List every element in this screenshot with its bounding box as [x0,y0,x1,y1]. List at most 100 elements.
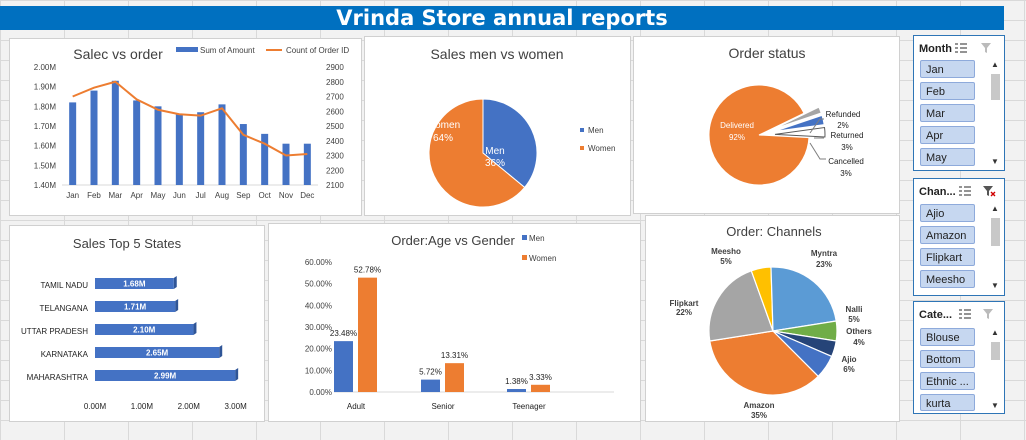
slicer-category[interactable]: Cate... Blouse Bottom Ethnic ... kurta ▲… [913,301,1005,414]
slicer-item[interactable]: Feb [920,82,975,100]
state-label: TELANGANA [40,304,89,313]
x-tick-label: Apr [130,191,143,200]
state-value-label: 1.71M [124,303,147,312]
y-tick-label: 1.90M [34,83,57,92]
slice-label-women: Women [426,120,460,131]
multi-select-icon[interactable] [958,308,972,320]
y-tick-label: 1.70M [34,122,57,131]
x-tick-label: Teenager [512,402,546,411]
scroll-down-icon[interactable]: ▼ [991,281,999,290]
slice-pct-myntra: 23% [816,260,832,269]
scroll-down-icon[interactable]: ▼ [991,157,999,166]
bar-women [445,363,464,392]
slicer-item[interactable]: Blouse [920,328,975,346]
clear-filter-icon[interactable] [982,308,996,320]
slicer-item[interactable]: Mar [920,104,975,122]
y2-tick-label: 2700 [326,93,344,102]
slicer-item[interactable]: Apr [920,126,975,144]
bar-sum-amount [69,102,77,185]
slicer-title: Month [919,43,952,55]
bar-sum-amount [133,100,141,185]
pie-slice-returned [774,114,825,132]
slice-label-amazon: Amazon [743,401,774,410]
bar-value-label: 23.48% [330,329,357,338]
y-tick-label: 1.80M [34,102,57,111]
bar-side [219,345,223,358]
sales-vs-order-svg: Salec vs order Sum of Amount Count of Or… [34,46,350,200]
sales-gender-chart[interactable]: Sales men vs women Men 36% Women 64% Men Wome… [364,36,631,216]
slicer-channel[interactable]: Chan... Ajio Amazon Flipkart Meesho ▲ ▼ [913,178,1005,296]
bar-women [358,277,377,392]
legend-swatch-amount [176,47,198,52]
status-pie-svg: Order status Delivered 92% Refunded 2%Retur… [708,45,864,186]
state-label: KARNATAKA [41,350,89,359]
bar-value-label: 52.78% [354,266,381,275]
slicer-item[interactable]: Bottom [920,350,975,368]
slicer-item[interactable]: Ethnic ... [920,372,975,390]
order-status-chart[interactable]: Order status Delivered 92% Refunded 2% Retur… [633,36,900,214]
x-tick-label: Adult [347,402,366,411]
bar-sum-amount [90,90,98,185]
slice-pct-nalli: 5% [848,315,860,324]
legend-swatch-women [522,255,527,260]
y2-tick-label: 2200 [326,166,344,175]
bar-side [175,299,179,312]
bar-sum-amount [303,143,311,185]
slicer-month[interactable]: Month Jan Feb Mar Apr May ▲ ▼ [913,35,1005,171]
slicer-scrollbar[interactable]: ▲ ▼ [989,60,1001,166]
slicer-item[interactable]: Jan [920,60,975,78]
chart-title: Order: Channels [726,224,822,239]
slicer-item[interactable]: Flipkart [920,248,975,266]
slice-label-refunded: Refunded [826,110,861,119]
scroll-thumb[interactable] [991,218,1000,246]
pie-slice-myntra [770,266,837,332]
scroll-up-icon[interactable]: ▲ [991,328,999,337]
x-tick-label: Mar [108,191,122,200]
state-label: TAMIL NADU [40,281,88,290]
sales-vs-order-chart[interactable]: Salec vs order Sum of Amount Count of Or… [9,38,362,216]
clear-filter-icon[interactable] [982,185,996,197]
y2-tick-label: 2400 [326,137,344,146]
slicer-item[interactable]: Ajio [920,204,975,222]
slicer-item[interactable]: Meesho [920,270,975,288]
x-tick-label: Sep [236,191,251,200]
channels-chart[interactable]: Order: Channels Amazon 35% Flipkart 22% Mees… [645,215,900,422]
x-tick-label: Nov [279,191,293,200]
chart-title: Order:Age vs Gender [391,233,515,248]
clear-filter-icon[interactable] [980,42,994,54]
slicer-scrollbar[interactable]: ▲ ▼ [989,204,1001,290]
scroll-up-icon[interactable]: ▲ [991,204,999,213]
bar-women [531,384,550,392]
state-value-label: 2.65M [146,349,169,358]
scroll-down-icon[interactable]: ▼ [991,401,999,410]
y2-tick-label: 2900 [326,63,344,72]
slicer-title: Chan... [919,186,956,198]
legend-label-women: Women [529,254,556,263]
slicer-scrollbar[interactable]: ▲ ▼ [989,328,1001,410]
x-tick-label: May [150,191,165,200]
x-tick-label: Senior [431,402,454,411]
scroll-up-icon[interactable]: ▲ [991,60,999,69]
multi-select-icon[interactable] [954,42,968,54]
state-label: MAHARASHTRA [27,373,89,382]
slicer-item[interactable]: kurta [920,394,975,411]
scroll-thumb[interactable] [991,342,1000,360]
slice-label-women-pct: 64% [433,133,453,144]
legend-label-amount: Sum of Amount [200,46,255,55]
legend-label-orders: Count of Order ID [286,46,349,55]
chart-title: Salec vs order [73,46,163,62]
slice-label-delivered: Delivered [720,121,754,130]
y2-tick-label: 2300 [326,152,344,161]
multi-select-icon[interactable] [958,185,972,197]
bar-sum-amount [154,106,162,185]
age-gender-chart[interactable]: Order:Age vs Gender 60.00% 50.00% 40.00% 30… [268,223,641,422]
slicer-item[interactable]: Amazon [920,226,975,244]
slicer-item[interactable]: May [920,148,975,166]
scroll-thumb[interactable] [991,74,1000,100]
state-bar [95,301,176,312]
bar-men [421,379,440,392]
top-states-chart[interactable]: Sales Top 5 States TAMIL NADU 1.68M TELANG… [9,225,265,422]
slice-pct-others: 4% [853,338,865,347]
slice-pct-flipkart: 22% [676,308,692,317]
state-bar [95,324,194,335]
